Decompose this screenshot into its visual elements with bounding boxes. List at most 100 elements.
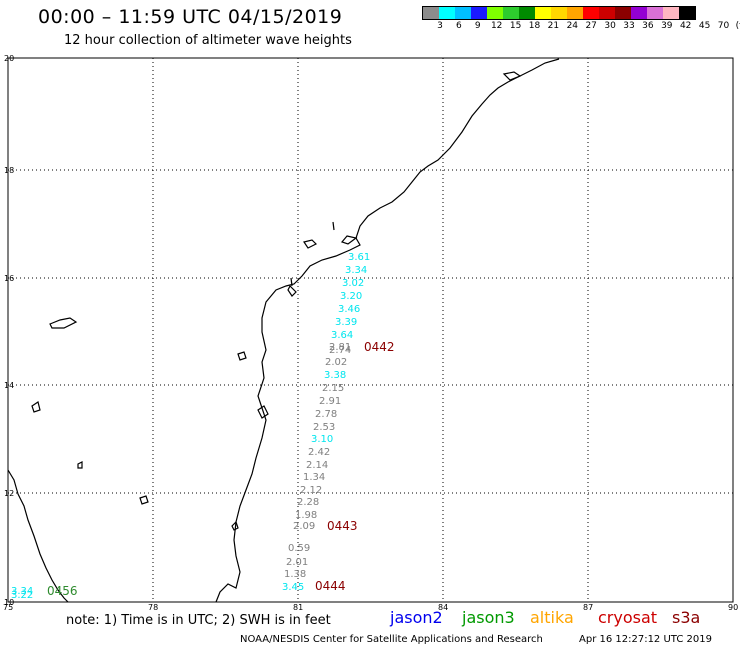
wave-height-label: 0.59 [288, 543, 311, 554]
laccadive-island-4 [139, 495, 149, 505]
graticule [8, 58, 733, 602]
wave-height-label: 2.12 [300, 485, 323, 496]
wave-height-label: 3.45 [282, 582, 305, 593]
andhra-delta [340, 235, 358, 245]
wave-height-label: 2.09 [293, 521, 316, 532]
longitude-label: 87 [583, 603, 594, 612]
wave-height-label: 3.64 [331, 330, 354, 341]
color-scale-label: 15 [509, 21, 522, 31]
timestamp-text: Apr 16 12:27:12 UTC 2019 [579, 634, 712, 645]
wave-height-label: 2.74 [329, 345, 352, 356]
longitude-label: 84 [438, 603, 449, 612]
mission-legend-s3a: s3a [672, 608, 701, 627]
color-scale-label: 6 [456, 21, 462, 31]
color-swatch [519, 7, 535, 19]
wave-height-label: 1.34 [303, 472, 326, 483]
color-scale-label: 12 [490, 21, 503, 31]
coast-island-1 [303, 239, 318, 249]
color-scale-label: 27 [585, 21, 597, 31]
latitude-label: 20 [4, 54, 15, 63]
wave-height-label: 3.34 [345, 265, 368, 276]
color-scale-label: 18 [528, 21, 541, 31]
longitude-label: 81 [293, 603, 304, 612]
longitude-label: 90 [728, 603, 739, 612]
color-scale-label: 36 [642, 21, 654, 31]
pass-id-label: 0444 [315, 579, 346, 593]
wave-height-label: 2.81 [329, 342, 352, 353]
color-scale-label: 30 [604, 21, 616, 31]
color-swatch [647, 7, 663, 19]
color-scale-label: 21 [547, 21, 560, 31]
wave-height-label: 2.01 [286, 557, 309, 568]
color-swatch [423, 7, 439, 19]
india-west-coast [7, 469, 69, 603]
laccadive-island-2 [31, 401, 41, 413]
color-swatch [679, 7, 695, 19]
wave-height-label: 3.20 [340, 291, 363, 302]
small-mark-2 [290, 277, 293, 287]
wave-height-label: 3.10 [311, 434, 334, 445]
color-scale-label: 45 [698, 21, 711, 31]
laccadive-island-3 [77, 461, 83, 469]
longitude-label: 78 [148, 603, 159, 612]
color-swatch [599, 7, 615, 19]
pass-id-label: 0443 [327, 519, 358, 533]
coast-island-2 [502, 71, 522, 81]
color-scale-label: 70 [717, 21, 730, 31]
color-swatch [567, 7, 583, 19]
color-swatch [503, 7, 519, 19]
map-frame [7, 57, 734, 603]
latitude-label: 10 [4, 598, 15, 607]
mission-legend-jason3: jason3 [462, 608, 515, 627]
wave-height-label: 3.22 [11, 590, 34, 601]
coast-island-5 [231, 520, 239, 531]
color-scale-label: 24 [566, 21, 579, 31]
color-swatch [439, 7, 455, 19]
pass-id-label: 0442 [364, 340, 395, 354]
wave-height-label: 2.91 [319, 396, 342, 407]
color-scale-label: 33 [623, 21, 635, 31]
footer-note: note: 1) Time is in UTC; 2) SWH is in fe… [66, 613, 331, 628]
latitude-label: 18 [4, 166, 15, 175]
latitude-label: 16 [4, 274, 15, 283]
longitude-label: 75 [3, 603, 14, 612]
color-scale-label: 42 [679, 21, 692, 31]
wave-height-label: 2.02 [325, 357, 348, 368]
color-scale-label: 9 [474, 21, 481, 31]
latitude-label: 14 [4, 381, 15, 390]
coast-island-3 [237, 351, 247, 361]
mission-legend-altika: altika [530, 608, 574, 627]
color-scale-label: (ft) [735, 21, 740, 31]
wave-height-label: 1.98 [295, 510, 318, 521]
wave-height-label: 2.15 [322, 383, 345, 394]
page-subtitle: 12 hour collection of altimeter wave hei… [64, 33, 352, 48]
mission-legend-jason2: jason2 [390, 608, 443, 627]
coast-island-4 [257, 405, 269, 419]
color-scale-label: 39 [661, 21, 673, 31]
wave-height-label: 3.46 [338, 304, 361, 315]
wave-height-label: 3.34 [11, 586, 34, 597]
color-swatch [663, 7, 679, 19]
color-swatch [455, 7, 471, 19]
wave-height-label: 2.42 [308, 447, 331, 458]
color-scale-label: 3 [437, 21, 443, 31]
wave-height-label: 1.38 [284, 569, 307, 580]
wave-height-label: 2.14 [306, 460, 329, 471]
mission-legend-cryosat: cryosat [598, 608, 658, 627]
wave-height-label: 3.39 [335, 317, 358, 328]
wave-height-label: 3.02 [342, 278, 365, 289]
small-mark-1 [332, 221, 335, 231]
color-swatch [615, 7, 631, 19]
color-swatch [535, 7, 551, 19]
wave-height-label: 3.38 [324, 370, 347, 381]
color-swatch [487, 7, 503, 19]
latitude-label: 12 [4, 489, 15, 498]
color-swatch [471, 7, 487, 19]
credit-text: NOAA/NESDIS Center for Satellite Applica… [240, 634, 543, 645]
laccadive-island-1 [49, 317, 78, 329]
page-title: 00:00 – 11:59 UTC 04/15/2019 [38, 6, 343, 28]
color-swatch [583, 7, 599, 19]
india-east-coast [215, 58, 560, 603]
